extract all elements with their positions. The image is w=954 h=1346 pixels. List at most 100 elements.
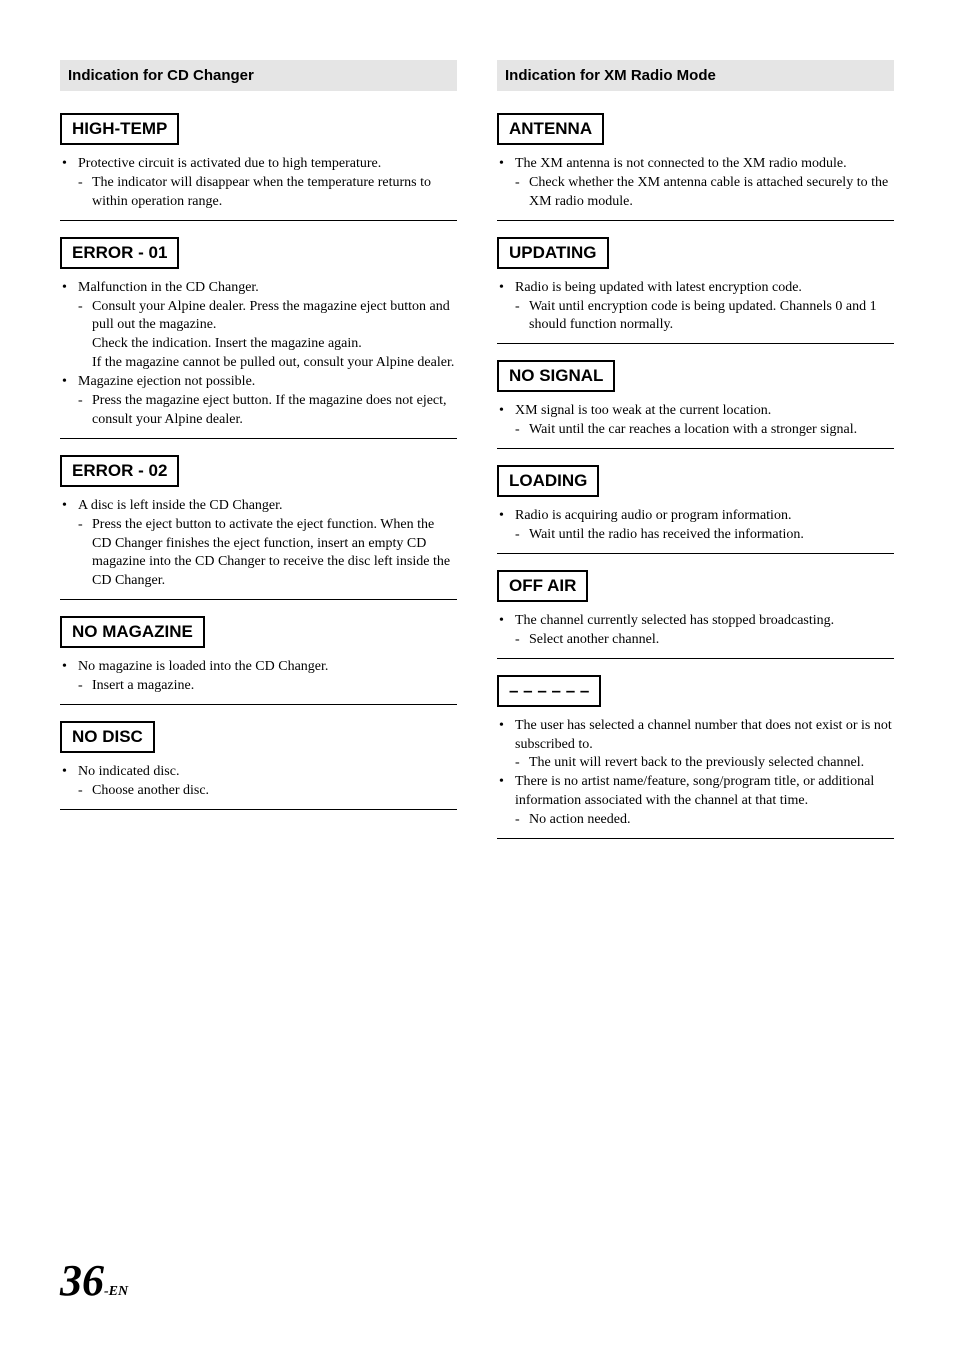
bullet-icon: • xyxy=(497,507,515,526)
error-entry: HIGH-TEMP •Protective circuit is activate… xyxy=(60,105,457,221)
cause-text: The user has selected a channel number t… xyxy=(515,717,894,755)
error-label-box: NO SIGNAL xyxy=(497,360,615,392)
bullet-icon: • xyxy=(60,658,78,677)
bullet-icon: • xyxy=(497,717,515,736)
remedy-row: -Check whether the XM antenna cable is a… xyxy=(497,174,894,212)
remedy-row: -Consult your Alpine dealer. Press the m… xyxy=(60,298,457,374)
error-label: NO SIGNAL xyxy=(509,366,603,385)
entry-divider xyxy=(497,343,894,344)
remedy-text: Wait until the radio has received the in… xyxy=(529,526,894,545)
cause-row: •Radio is being updated with latest encr… xyxy=(497,279,894,298)
error-label: OFF AIR xyxy=(509,576,576,595)
cause-row: •A disc is left inside the CD Changer. xyxy=(60,497,457,516)
error-label: ERROR - 01 xyxy=(72,243,167,262)
cause-text: Radio is being updated with latest encry… xyxy=(515,279,894,298)
error-label: HIGH-TEMP xyxy=(72,119,167,138)
remedy-text: The unit will revert back to the previou… xyxy=(529,754,894,773)
section-heading-xm-radio: Indication for XM Radio Mode xyxy=(497,60,894,91)
remedy-text: Wait until encryption code is being upda… xyxy=(529,298,894,336)
error-label: ERROR - 02 xyxy=(72,461,167,480)
dash-icon: - xyxy=(78,174,92,193)
error-label-box: HIGH-TEMP xyxy=(60,113,179,145)
error-entry: NO SIGNAL •XM signal is too weak at the c… xyxy=(497,352,894,449)
dash-icon: - xyxy=(515,526,529,545)
error-entry: ERROR - 01•Malfunction in the CD Changer… xyxy=(60,229,457,439)
entry-divider xyxy=(497,658,894,659)
dash-icon: - xyxy=(515,811,529,830)
remedy-row: -Choose another disc. xyxy=(60,782,457,801)
error-entry: NO MAGAZINE •No magazine is loaded into t… xyxy=(60,608,457,705)
remedy-text: Press the eject button to activate the e… xyxy=(92,516,457,592)
error-entry: NO DISC •No indicated disc.-Choose anothe… xyxy=(60,713,457,810)
remedy-text: Press the magazine eject button. If the … xyxy=(92,392,457,430)
cause-text: Radio is acquiring audio or program info… xyxy=(515,507,894,526)
remedy-row: -Press the magazine eject button. If the… xyxy=(60,392,457,430)
error-entry: ERROR - 02 •A disc is left inside the CD … xyxy=(60,447,457,600)
cause-row: •Malfunction in the CD Changer. xyxy=(60,279,457,298)
bullet-icon: • xyxy=(60,497,78,516)
bullet-icon: • xyxy=(60,763,78,782)
bullet-icon: • xyxy=(497,279,515,298)
remedy-row: -Wait until the car reaches a location w… xyxy=(497,421,894,440)
dash-icon: - xyxy=(515,631,529,650)
error-entry: ANTENNA •The XM antenna is not connected … xyxy=(497,105,894,221)
dash-icon: - xyxy=(78,392,92,411)
cause-row: •The XM antenna is not connected to the … xyxy=(497,155,894,174)
right-entries: ANTENNA•The XM antenna is not connected … xyxy=(497,105,894,839)
bullet-icon: • xyxy=(60,279,78,298)
dash-icon: - xyxy=(515,421,529,440)
remedy-row: -Wait until encryption code is being upd… xyxy=(497,298,894,336)
remedy-text: Consult your Alpine dealer. Press the ma… xyxy=(92,298,457,374)
bullet-icon: • xyxy=(497,402,515,421)
dash-icon: - xyxy=(78,782,92,801)
remedy-row: -No action needed. xyxy=(497,811,894,830)
cause-text: Magazine ejection not possible. xyxy=(78,373,457,392)
error-label: NO DISC xyxy=(72,727,143,746)
error-label: ANTENNA xyxy=(509,119,592,138)
cause-text: No indicated disc. xyxy=(78,763,457,782)
cause-text: Malfunction in the CD Changer. xyxy=(78,279,457,298)
bullet-icon: • xyxy=(60,373,78,392)
error-label: – – – – – – xyxy=(509,681,589,700)
cause-row: •Magazine ejection not possible. xyxy=(60,373,457,392)
entry-divider xyxy=(497,553,894,554)
error-label: LOADING xyxy=(509,471,587,490)
cause-text: XM signal is too weak at the current loc… xyxy=(515,402,894,421)
cause-row: •Protective circuit is activated due to … xyxy=(60,155,457,174)
section-heading-cd-changer: Indication for CD Changer xyxy=(60,60,457,91)
entry-divider xyxy=(497,838,894,839)
remedy-text: No action needed. xyxy=(529,811,894,830)
error-label-box: NO DISC xyxy=(60,721,155,753)
bullet-icon: • xyxy=(60,155,78,174)
dash-icon: - xyxy=(78,516,92,535)
remedy-text: Choose another disc. xyxy=(92,782,457,801)
remedy-row: -Insert a magazine. xyxy=(60,677,457,696)
error-label-box: UPDATING xyxy=(497,237,609,269)
error-label-box: ANTENNA xyxy=(497,113,604,145)
cause-row: •There is no artist name/feature, song/p… xyxy=(497,773,894,811)
cause-text: The XM antenna is not connected to the X… xyxy=(515,155,894,174)
error-label-box: OFF AIR xyxy=(497,570,588,602)
entry-divider xyxy=(60,220,457,221)
cause-row: •The user has selected a channel number … xyxy=(497,717,894,755)
dash-icon: - xyxy=(515,174,529,193)
cause-text: The channel currently selected has stopp… xyxy=(515,612,894,631)
cause-row: •No magazine is loaded into the CD Chang… xyxy=(60,658,457,677)
entry-divider xyxy=(60,809,457,810)
entry-divider xyxy=(60,704,457,705)
bullet-icon: • xyxy=(497,612,515,631)
page-number-value: 36 xyxy=(60,1256,104,1305)
page-number: 36-EN xyxy=(60,1255,128,1306)
page-number-suffix: -EN xyxy=(104,1284,128,1299)
error-entry: OFF AIR •The channel currently selected h… xyxy=(497,562,894,659)
dash-icon: - xyxy=(78,298,92,317)
left-entries: HIGH-TEMP •Protective circuit is activate… xyxy=(60,105,457,810)
error-entry: LOADING •Radio is acquiring audio or prog… xyxy=(497,457,894,554)
two-column-layout: Indication for CD Changer HIGH-TEMP •Prot… xyxy=(60,60,894,847)
cause-row: •No indicated disc. xyxy=(60,763,457,782)
error-entry: – – – – – – •The user has selected a chan… xyxy=(497,667,894,839)
entry-divider xyxy=(497,448,894,449)
error-label-box: NO MAGAZINE xyxy=(60,616,205,648)
error-label-box: – – – – – – xyxy=(497,675,601,707)
right-column: Indication for XM Radio Mode ANTENNA•The… xyxy=(497,60,894,847)
